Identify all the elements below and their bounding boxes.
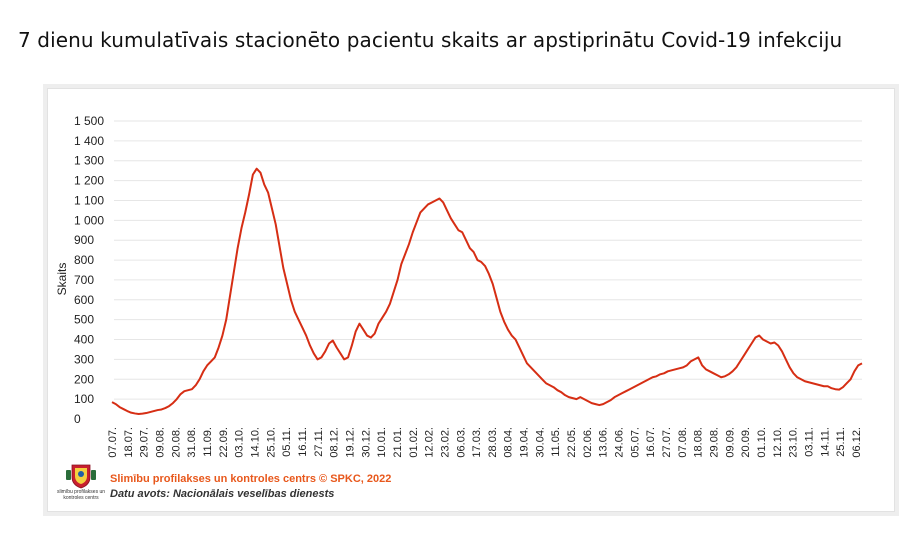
x-tick-label: 16.11. <box>297 427 309 457</box>
x-tick-label: 09.08. <box>154 427 166 458</box>
x-tick-label: 28.03. <box>487 427 499 458</box>
x-tick-label: 22.09. <box>218 427 230 458</box>
series-line <box>111 167 863 416</box>
logo-caption: slimību profilakses un kontroles centrs <box>56 489 106 501</box>
chart-card: 0 100 200 300 400 500 600 700 800 900 1 000 1 100 1 … <box>47 88 895 512</box>
x-tick-label: 18.07. <box>123 427 135 458</box>
y-tick-label: 1 500 <box>74 114 104 128</box>
x-tick-label: 13.06. <box>598 427 610 458</box>
x-tick-label: 11.09. <box>202 427 214 457</box>
x-tick-label: 02.06. <box>582 427 594 458</box>
x-tick-label: 29.08. <box>709 427 721 458</box>
x-tick-label: 19.12. <box>344 427 356 458</box>
series-layer <box>111 167 863 416</box>
gridlines <box>114 120 862 400</box>
x-tick-label: 18.08. <box>693 427 705 458</box>
x-tick-label: 24.06. <box>614 427 626 458</box>
y-tick-label: 1 300 <box>74 154 104 168</box>
y-tick-label: 900 <box>74 233 94 247</box>
x-tick-label: 30.12. <box>360 427 372 458</box>
x-tick-label: 20.09. <box>740 427 752 458</box>
x-tick-label: 23.10. <box>788 427 800 458</box>
x-tick-label: 25.10. <box>265 427 277 458</box>
x-tick-label: 11.05. <box>550 427 562 457</box>
x-tick-label: 21.01. <box>392 427 404 458</box>
x-axis-ticks: 07.07. 18.07. 29.07. 09.08. 20.08. 31.08. 11.0… <box>107 427 863 458</box>
spkc-logo: slimību profilakses un kontroles centrs <box>56 461 106 503</box>
x-tick-label: 19.04. <box>519 427 531 458</box>
x-tick-label: 23.02. <box>439 427 451 458</box>
y-tick-label: 0 <box>74 412 81 426</box>
x-tick-label: 10.01. <box>376 427 388 458</box>
crest-icon <box>66 464 96 489</box>
x-tick-label: 01.02. <box>408 427 420 458</box>
x-tick-label: 06.12. <box>851 427 863 458</box>
x-tick-label: 08.12. <box>329 427 341 458</box>
y-tick-label: 1 200 <box>74 174 104 188</box>
x-tick-label: 03.11. <box>804 427 816 457</box>
y-tick-label: 300 <box>74 352 94 366</box>
y-tick-label: 500 <box>74 313 94 327</box>
x-tick-label: 14.11. <box>819 427 831 457</box>
x-tick-label: 20.08. <box>170 427 182 458</box>
page-title: 7 dienu kumulatīvais stacionēto pacientu… <box>18 28 843 52</box>
x-tick-label: 31.08. <box>186 427 198 458</box>
y-tick-label: 100 <box>74 392 94 406</box>
y-tick-label: 400 <box>74 333 94 347</box>
chart: 0 100 200 300 400 500 600 700 800 900 1 000 1 100 1 … <box>55 114 863 458</box>
x-tick-label: 09.09. <box>724 427 736 458</box>
x-tick-label: 07.07. <box>107 427 119 458</box>
y-tick-label: 1 000 <box>74 213 104 227</box>
x-tick-label: 07.08. <box>677 427 689 458</box>
y-tick-label: 1 100 <box>74 193 104 207</box>
x-tick-label: 30.04. <box>534 427 546 458</box>
y-tick-label: 700 <box>74 273 94 287</box>
x-tick-label: 25.11. <box>835 427 847 457</box>
x-tick-label: 22.05. <box>566 427 578 458</box>
x-tick-label: 16.07. <box>645 427 657 458</box>
source-text: Datu avots: Nacionālais veselības dienes… <box>110 488 335 500</box>
y-axis-ticks: 0 100 200 300 400 500 600 700 800 900 1 000 1 100 1 … <box>74 114 104 426</box>
x-tick-label: 27.07. <box>661 427 673 458</box>
x-tick-label: 03.10. <box>234 427 246 458</box>
x-tick-label: 12.10. <box>772 427 784 458</box>
x-tick-label: 05.07. <box>629 427 641 458</box>
y-tick-label: 800 <box>74 253 94 267</box>
x-tick-label: 12.02. <box>424 427 436 458</box>
x-tick-label: 17.03. <box>471 427 483 458</box>
x-tick-label: 06.03. <box>455 427 467 458</box>
y-tick-label: 1 400 <box>74 134 104 148</box>
x-tick-label: 29.07. <box>139 427 151 458</box>
x-tick-label: 14.10. <box>249 427 261 458</box>
credit-text: Slimību profilakses un kontroles centrs … <box>110 473 392 485</box>
x-tick-label: 27.11. <box>313 427 325 457</box>
x-tick-label: 05.11. <box>281 427 293 457</box>
y-tick-label: 200 <box>74 372 94 386</box>
x-tick-label: 08.04. <box>503 427 515 458</box>
y-tick-label: 600 <box>74 293 94 307</box>
x-tick-label: 01.10. <box>756 427 768 458</box>
y-axis-label: Skaits <box>55 263 69 296</box>
